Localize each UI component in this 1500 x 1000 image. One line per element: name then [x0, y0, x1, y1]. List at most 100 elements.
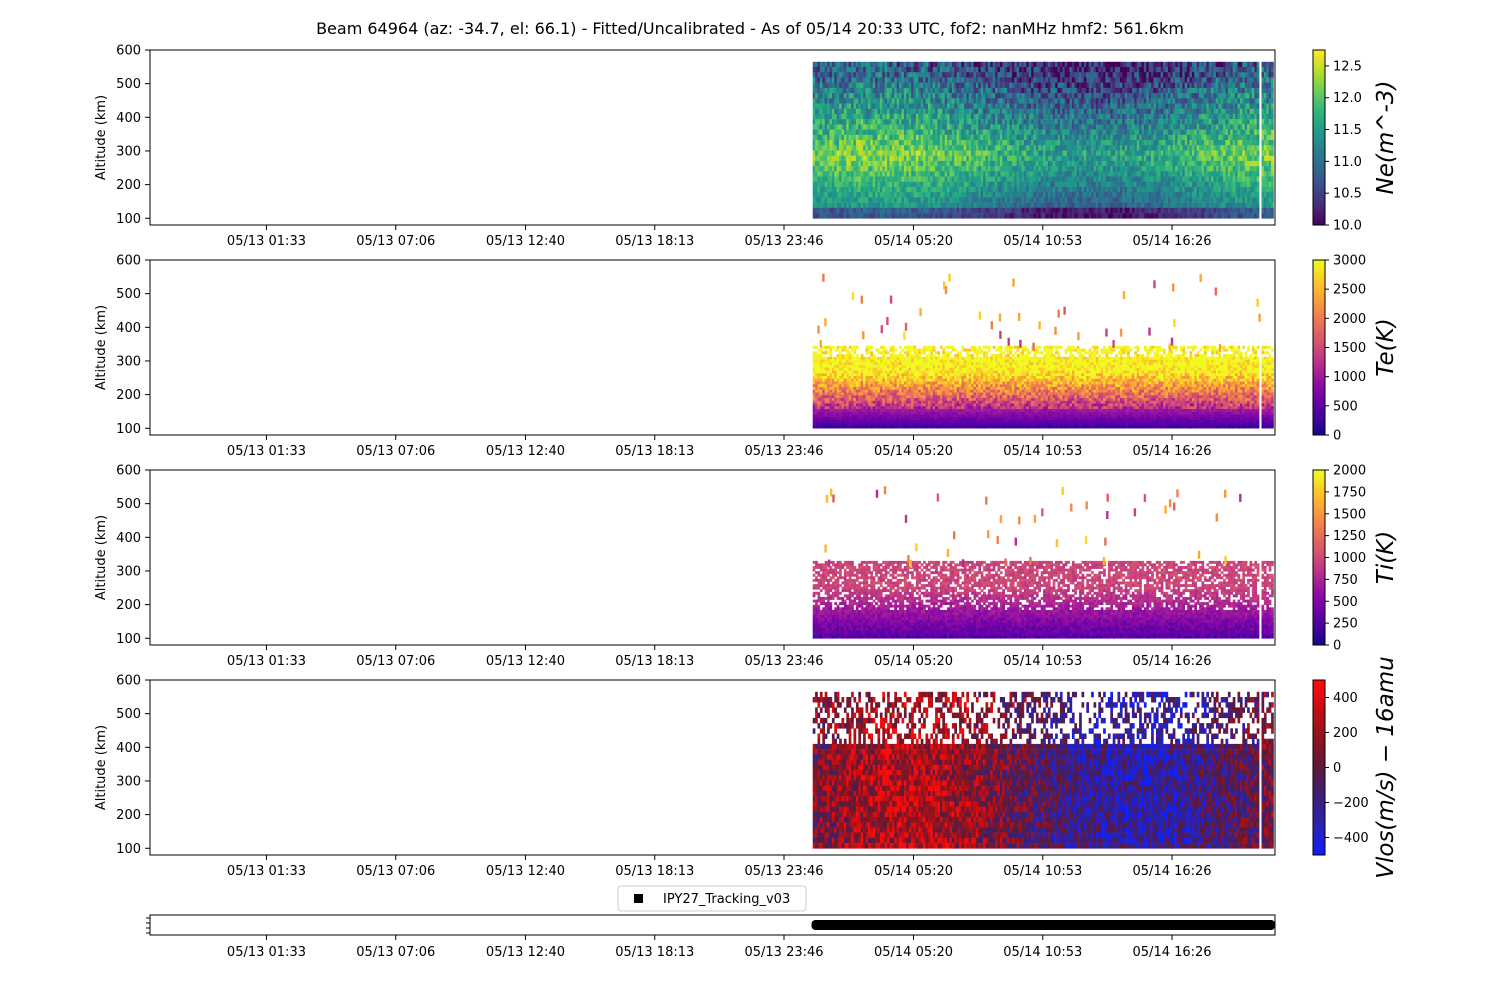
heat-cell [1045, 72, 1049, 78]
heat-cell [817, 197, 821, 203]
heat-cell [1196, 82, 1200, 89]
heat-cell [1139, 140, 1142, 146]
heat-cell [1050, 67, 1053, 73]
heat-cell [983, 61, 986, 68]
heat-cell [906, 119, 909, 125]
heat-cell [1199, 67, 1202, 73]
heat-cell [872, 67, 876, 73]
heat-cell [978, 160, 981, 167]
heat-cell [872, 98, 876, 104]
heat-cell [815, 113, 818, 120]
heat-cell [942, 166, 945, 172]
heat-cell [853, 134, 857, 141]
heat-cell [1131, 82, 1135, 89]
heat-cell [975, 124, 979, 130]
heat-cell [1105, 119, 1109, 125]
heat-cell [1091, 213, 1094, 219]
heat-cell [1038, 72, 1041, 78]
heat-cell [1107, 113, 1111, 120]
heat-cell [951, 61, 955, 68]
heat-cell [1189, 108, 1193, 115]
heat-cell [1071, 129, 1075, 136]
heat-cell [1040, 166, 1044, 172]
heat-cell [923, 119, 926, 125]
heat-cell [872, 134, 876, 141]
heat-cell [1040, 171, 1044, 177]
heat-cell [908, 72, 912, 78]
heat-cell [939, 72, 943, 78]
heat-cell [1079, 160, 1082, 167]
heat-cell [935, 119, 938, 125]
heat-cell [1007, 87, 1010, 94]
heat-cell [932, 181, 936, 188]
heat-cell [1083, 176, 1087, 182]
heat-cell [973, 113, 977, 120]
heat-cell [1031, 202, 1034, 209]
heat-cell [1127, 82, 1130, 89]
heat-cell [1160, 72, 1164, 78]
heat-cell [1033, 140, 1037, 146]
heat-cell [1182, 87, 1185, 94]
heat-cell [961, 171, 965, 177]
heat-cell [822, 202, 825, 209]
heat-cell [1083, 119, 1087, 125]
heat-cell [947, 87, 950, 94]
heat-cell [1103, 98, 1106, 104]
heat-cell [812, 103, 816, 109]
heat-cell [901, 134, 905, 141]
heat-cell [956, 176, 960, 182]
heat-cell [1153, 82, 1157, 89]
heat-cell [983, 108, 986, 115]
heat-cell [1105, 108, 1109, 115]
heat-cell [1153, 87, 1157, 94]
heat-cell [942, 207, 945, 214]
heat-cell [1047, 98, 1051, 104]
heat-cell [983, 77, 986, 83]
heat-cell [1047, 197, 1051, 203]
heat-cell [1045, 93, 1049, 99]
heat-cell [944, 134, 948, 141]
heat-cell [915, 213, 919, 219]
heat-cell [824, 72, 828, 78]
heat-cell [1021, 98, 1025, 104]
heat-cell [887, 192, 890, 198]
heat-cell [1112, 145, 1116, 151]
heat-cell [1059, 113, 1063, 120]
heat-cell [1014, 187, 1017, 193]
heat-cell [1170, 213, 1173, 219]
heat-cell [872, 129, 876, 136]
heat-cell [980, 129, 984, 136]
heat-cell [899, 93, 902, 99]
heat-cell [829, 197, 833, 203]
heat-cell [817, 181, 821, 188]
heat-cell [942, 192, 945, 198]
heat-cell [1088, 93, 1092, 99]
heat-cell [1105, 197, 1109, 203]
heat-cell [846, 98, 849, 104]
heat-cell [1011, 155, 1015, 162]
heat-cell [867, 134, 871, 141]
heat-cell [918, 82, 921, 89]
heat-cell [834, 140, 837, 146]
heat-cell [843, 202, 847, 209]
heat-cell [1112, 176, 1116, 182]
heat-cell [870, 192, 873, 198]
heat-cell [839, 192, 842, 198]
heat-cell [1059, 93, 1063, 99]
heat-cell [894, 113, 897, 120]
heat-cell [1127, 72, 1130, 78]
heat-cell [937, 160, 941, 167]
heat-cell [867, 124, 871, 130]
heat-cell [983, 140, 986, 146]
heat-cell [999, 77, 1003, 83]
heat-cell [949, 176, 953, 182]
heat-cell [1095, 155, 1099, 162]
heat-cell [1179, 171, 1183, 177]
heat-cell [829, 93, 833, 99]
heat-cell [947, 213, 950, 219]
heat-cell [920, 213, 924, 219]
heat-cell [954, 192, 957, 198]
heat-cell [1095, 108, 1099, 115]
heat-cell [860, 140, 864, 146]
heat-cell [1038, 192, 1041, 198]
